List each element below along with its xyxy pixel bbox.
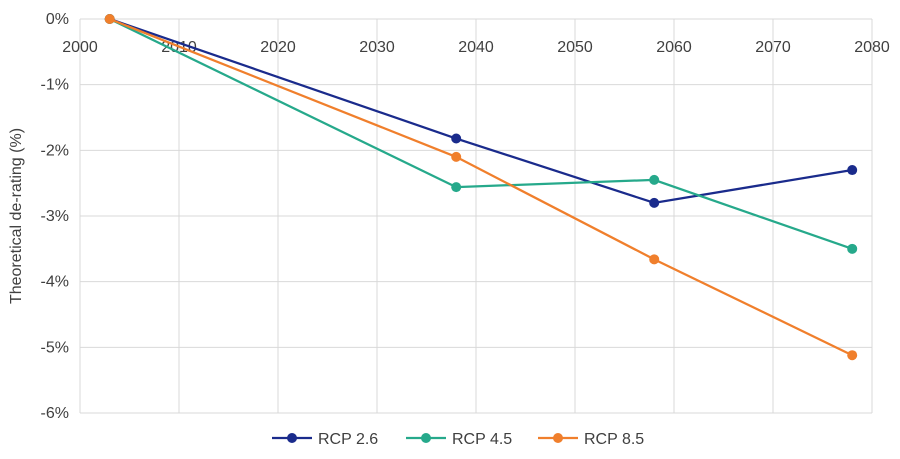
legend-item: RCP 8.5 <box>538 431 644 448</box>
y-tick-label: -1% <box>41 77 69 94</box>
x-tick-label: 2070 <box>755 39 791 56</box>
x-tick-label: 2020 <box>260 39 296 56</box>
legend-item: RCP 2.6 <box>272 431 378 448</box>
data-point <box>649 174 660 185</box>
data-point <box>104 14 115 24</box>
series-line <box>109 17 853 250</box>
x-tick-label: 2050 <box>557 39 593 56</box>
data-point <box>847 165 858 176</box>
data-point <box>847 350 858 361</box>
legend-point-marker <box>553 433 563 443</box>
data-point <box>451 182 462 193</box>
y-tick-label: 0% <box>46 11 69 28</box>
legend-item: RCP 4.5 <box>406 431 512 448</box>
series-rcp-8-5 <box>104 14 858 361</box>
legend-label: RCP 4.5 <box>452 431 512 448</box>
x-tick-label: 2030 <box>359 39 395 56</box>
y-tick-label: -2% <box>41 142 69 159</box>
x-tick-label: 2060 <box>656 39 692 56</box>
data-point <box>649 254 660 265</box>
data-point <box>847 243 858 254</box>
y-axis-ticks: 0% -1% -2% -3% -4% -5% -6% <box>41 11 69 422</box>
legend-point-marker <box>421 433 431 443</box>
y-tick-label: -3% <box>41 208 69 225</box>
x-axis-ticks: 2000 2010 2020 2030 2040 2050 2060 2070 2080 <box>62 39 890 56</box>
y-tick-label: -4% <box>41 274 69 291</box>
series <box>104 14 858 361</box>
y-axis-label: Theoretical de-rating (%) <box>8 128 25 304</box>
x-tick-label: 2040 <box>458 39 494 56</box>
y-tick-label: -6% <box>41 405 69 422</box>
legend: RCP 2.6 RCP 4.5 RCP 8.5 <box>272 431 644 448</box>
data-point <box>451 133 462 144</box>
legend-label: RCP 2.6 <box>318 431 378 448</box>
x-tick-label: 2000 <box>62 39 98 56</box>
grid <box>79 18 873 414</box>
x-tick-label: 2080 <box>854 39 890 56</box>
legend-point-marker <box>287 433 297 443</box>
series-line <box>109 17 853 205</box>
y-tick-label: -5% <box>41 339 69 356</box>
data-point <box>649 197 660 208</box>
legend-label: RCP 8.5 <box>584 431 644 448</box>
series-line <box>109 17 853 357</box>
data-point <box>451 151 462 162</box>
